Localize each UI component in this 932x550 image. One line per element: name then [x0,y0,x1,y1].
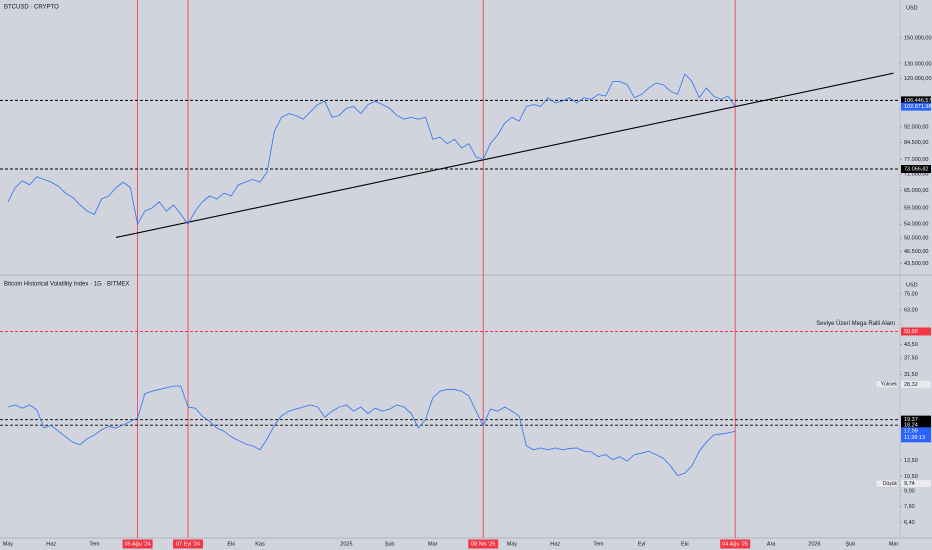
x-tick-label: 07 Eyl '24 [176,541,200,547]
y-tick-label: 46.500,00 [904,249,928,255]
level-name-box [875,479,899,488]
level-tag [901,380,931,388]
y-tick-label: 150.000,00 [904,35,932,41]
x-tick-label: Tem [89,541,100,547]
x-tick-label: 2025 [340,541,352,547]
x-tick-label: 04 Ağu '25 [722,541,748,547]
y-tick-label: 54.000,00 [904,222,928,228]
level-tag [901,480,931,488]
series-line [7,385,736,477]
price-tag [901,96,931,105]
y-tick-label: 7,60 [904,504,915,510]
y-tick-label: 71.000,00 [904,172,928,178]
x-tick-label: Şub [846,541,856,547]
price-tag-label: 18,24 [904,423,918,429]
x-tick-label: Kas [255,541,265,547]
last-value-tag [901,102,931,111]
pane-title: BTCUSD · CRYPTO [4,5,59,11]
x-tick-label: Ara [767,541,777,547]
y-tick-label: 6,40 [904,520,915,526]
x-tick-label: 08 Nis '25 [471,541,495,547]
y-tick-label: 10,50 [904,474,918,480]
price-tag-label: 73.066,82 [904,166,928,172]
y-tick-label: 130.000,00 [904,61,932,67]
level-name-box [875,380,899,388]
y-tick-label: 77.000,00 [904,157,928,163]
series-line [7,73,736,225]
level-label: 28,32 [904,382,918,388]
y-tick-label: 92.000,00 [904,124,928,130]
y-tick-label: 12,50 [904,458,918,464]
axis-unit: USD [906,282,918,288]
last-value-tag [901,427,931,443]
trendline [115,72,894,239]
x-tick-label: Mar [428,541,438,547]
y-tick-label: 31,50 [904,372,918,378]
x-tick-label: Eki [681,541,689,547]
last-value-label: 17,09 [904,429,918,435]
x-tick-label: Mar [889,541,899,547]
annotation: Seviye Üzeri Mega Ralli Alanı [816,320,895,327]
y-tick-label: 84.500,00 [904,140,928,146]
y-tick-label: 65.000,00 [904,188,928,194]
last-value-label: 102.871,98 [904,104,932,110]
y-tick-label: 37,50 [904,356,918,362]
price-tag [901,421,931,430]
time-tag [468,539,499,549]
price-tag [901,415,931,424]
price-tag [901,165,931,174]
price-tag-label: 19,37 [904,417,918,423]
y-tick-label: 43,50 [904,342,918,348]
x-tick-label: Tem [593,541,604,547]
y-tick-label: 75,00 [904,291,918,297]
axis-unit: USD [906,5,918,11]
y-tick-label: 43.500,00 [904,261,928,267]
x-tick-label: Şub [385,541,395,547]
y-tick-label: 120.000,00 [904,76,932,82]
y-tick-label: 63,00 [904,307,918,313]
time-tag [720,539,751,549]
price-tag [901,327,931,336]
y-tick-label: 59.000,00 [904,205,928,211]
time-tag [122,539,153,549]
level-label: 9,74 [904,481,915,487]
x-tick-label: May [3,541,14,547]
x-tick-label: 05 Ağu '24 [125,541,151,547]
y-tick-label: 9,00 [904,488,915,494]
x-tick-label: Eki [227,541,235,547]
pane-title: Bitcoin Historical Volatility Index · 1G… [4,282,129,288]
price-tag-label: 106.446,57 [904,98,932,104]
x-tick-label: Haz [46,541,56,547]
price-tag-label: 50,00 [904,329,918,335]
x-tick-label: Haz [550,541,560,547]
y-tick-label: 50.000,00 [904,236,928,242]
level-name: Yüksek [881,382,898,388]
x-tick-label: May [507,541,518,547]
x-tick-label: 2026 [808,541,820,547]
x-tick-label: Eyl [638,541,646,547]
time-tag [173,539,203,549]
countdown: 11:28:13 [904,435,925,441]
level-name: Düşük [883,481,898,487]
